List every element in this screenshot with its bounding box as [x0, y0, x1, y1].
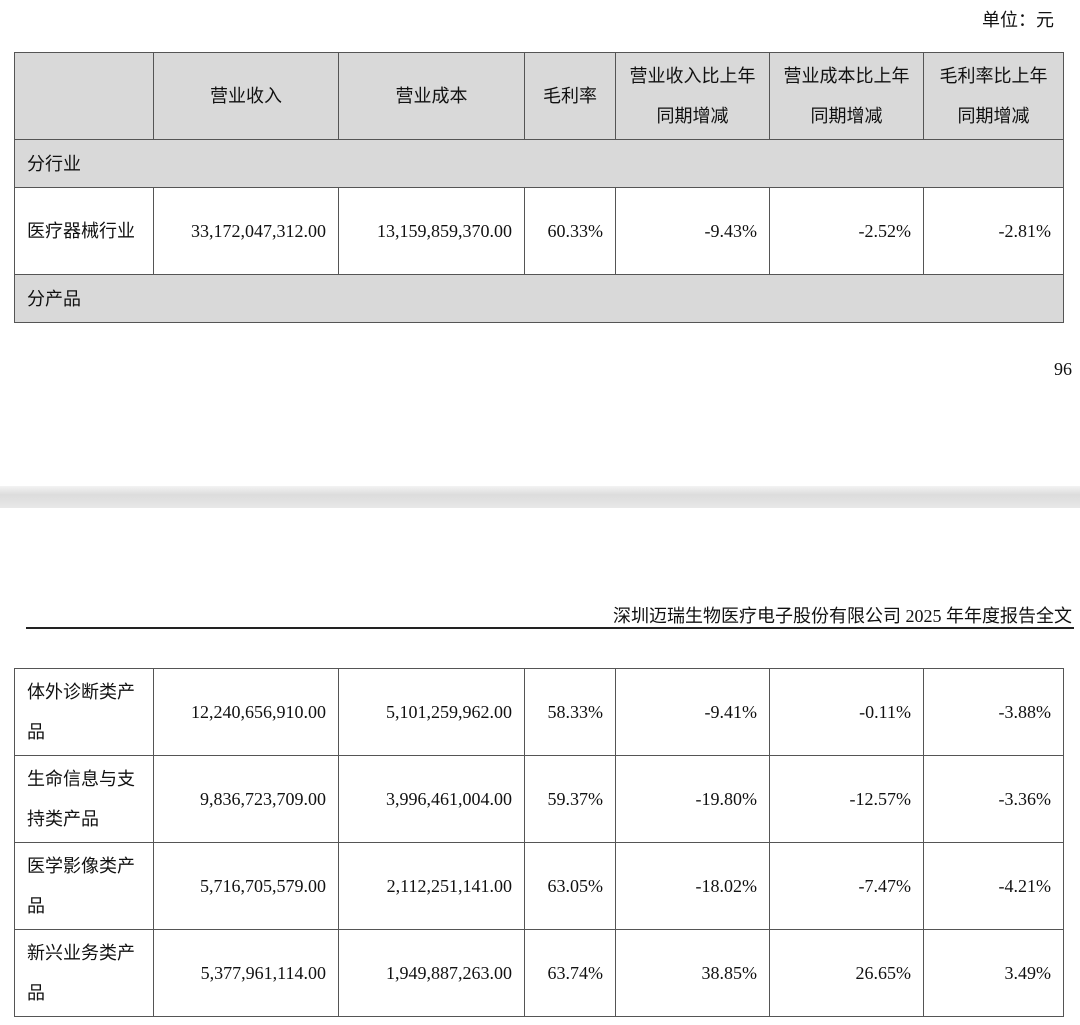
header-cell: 营业成本 — [338, 52, 525, 140]
cost-cell: 1,949,887,263.00 — [338, 929, 525, 1017]
row-name: 生命信息与支持类产品 — [14, 755, 154, 843]
segment-table-part1: 营业收入 营业成本 毛利率 营业收入比上年同期增减 营业成本比上年同期增减 毛利… — [14, 52, 1064, 323]
cost-change-cell: -2.52% — [769, 187, 924, 275]
margin-change-cell: 3.49% — [923, 929, 1064, 1017]
header-cell: 毛利率 — [524, 52, 616, 140]
cost-change-cell: -12.57% — [769, 755, 924, 843]
header-cell: 营业收入 — [153, 52, 339, 140]
margin-change-cell: -3.36% — [923, 755, 1064, 843]
table-header-row: 营业收入 营业成本 毛利率 营业收入比上年同期增减 营业成本比上年同期增减 毛利… — [14, 52, 1064, 140]
section-label: 分行业 — [14, 139, 1064, 188]
section-row-industry: 分行业 — [14, 139, 1064, 188]
section-row-product: 分产品 — [14, 274, 1064, 323]
cost-cell: 13,159,859,370.00 — [338, 187, 525, 275]
revenue-cell: 12,240,656,910.00 — [153, 668, 339, 756]
row-name: 新兴业务类产品 — [14, 929, 154, 1017]
cost-change-cell: -0.11% — [769, 668, 924, 756]
row-name: 医学影像类产品 — [14, 842, 154, 930]
header-cell: 营业成本比上年同期增减 — [769, 52, 924, 140]
cost-cell: 3,996,461,004.00 — [338, 755, 525, 843]
cost-change-cell: 26.65% — [769, 929, 924, 1017]
revenue-change-cell: -18.02% — [615, 842, 770, 930]
unit-label: 单位：元 — [982, 10, 1054, 30]
header-cell: 营业收入比上年同期增减 — [615, 52, 770, 140]
page-break-divider — [0, 486, 1080, 508]
table-row: 生命信息与支持类产品 9,836,723,709.00 3,996,461,004.… — [14, 755, 1064, 843]
revenue-change-cell: 38.85% — [615, 929, 770, 1017]
cost-cell: 2,112,251,141.00 — [338, 842, 525, 930]
margin-change-cell: -3.88% — [923, 668, 1064, 756]
margin-change-cell: -4.21% — [923, 842, 1064, 930]
table-row: 体外诊断类产品 12,240,656,910.00 5,101,259,962.00… — [14, 668, 1064, 756]
section-label: 分产品 — [14, 274, 1064, 323]
margin-cell: 58.33% — [524, 668, 616, 756]
running-header: 深圳迈瑞生物医疗电子股份有限公司 2025 年年度报告全文 — [613, 606, 1072, 626]
margin-cell: 63.05% — [524, 842, 616, 930]
header-cell — [14, 52, 154, 140]
cost-cell: 5,101,259,962.00 — [338, 668, 525, 756]
margin-cell: 63.74% — [524, 929, 616, 1017]
row-name: 医疗器械行业 — [14, 187, 154, 275]
revenue-cell: 5,716,705,579.00 — [153, 842, 339, 930]
margin-change-cell: -2.81% — [923, 187, 1064, 275]
header-rule — [26, 627, 1074, 629]
table-row: 医疗器械行业 33,172,047,312.00 13,159,859,370.… — [14, 187, 1064, 275]
revenue-cell: 5,377,961,114.00 — [153, 929, 339, 1017]
header-cell: 毛利率比上年同期增减 — [923, 52, 1064, 140]
table-row: 医学影像类产品 5,716,705,579.00 2,112,251,141.00 6… — [14, 842, 1064, 930]
revenue-change-cell: -19.80% — [615, 755, 770, 843]
segment-table-part2: 体外诊断类产品 12,240,656,910.00 5,101,259,962.00… — [14, 668, 1064, 1017]
margin-cell: 60.33% — [524, 187, 616, 275]
revenue-cell: 33,172,047,312.00 — [153, 187, 339, 275]
revenue-cell: 9,836,723,709.00 — [153, 755, 339, 843]
page-number: 96 — [1054, 359, 1072, 379]
revenue-change-cell: -9.41% — [615, 668, 770, 756]
revenue-change-cell: -9.43% — [615, 187, 770, 275]
table-row: 新兴业务类产品 5,377,961,114.00 1,949,887,263.00 6… — [14, 929, 1064, 1017]
cost-change-cell: -7.47% — [769, 842, 924, 930]
row-name: 体外诊断类产品 — [14, 668, 154, 756]
margin-cell: 59.37% — [524, 755, 616, 843]
